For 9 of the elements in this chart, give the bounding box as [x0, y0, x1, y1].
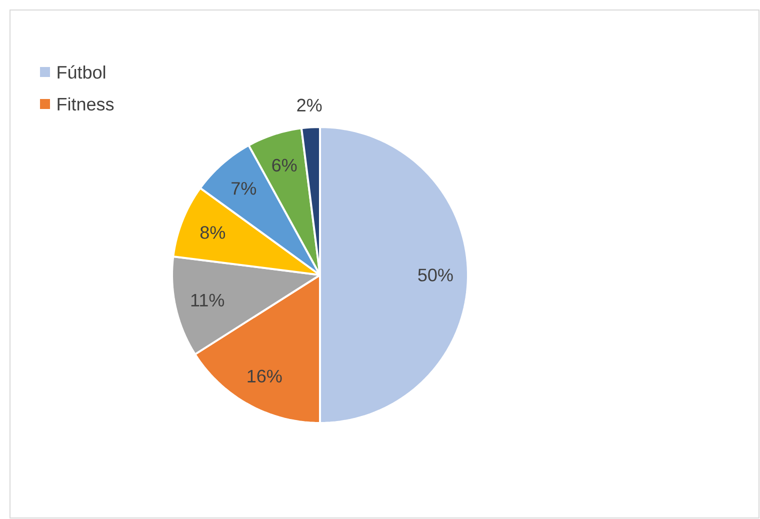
- data-label: 50%: [418, 268, 453, 282]
- data-label: 8%: [200, 226, 226, 239]
- data-label: 16%: [248, 370, 282, 383]
- data-label: 2%: [297, 98, 322, 112]
- data-label: 6%: [272, 158, 297, 172]
- data-label: 11%: [191, 294, 224, 306]
- data-label: 7%: [232, 182, 256, 195]
- legend-label: Fútbol: [58, 65, 106, 79]
- legend-label: Fitness: [58, 97, 114, 111]
